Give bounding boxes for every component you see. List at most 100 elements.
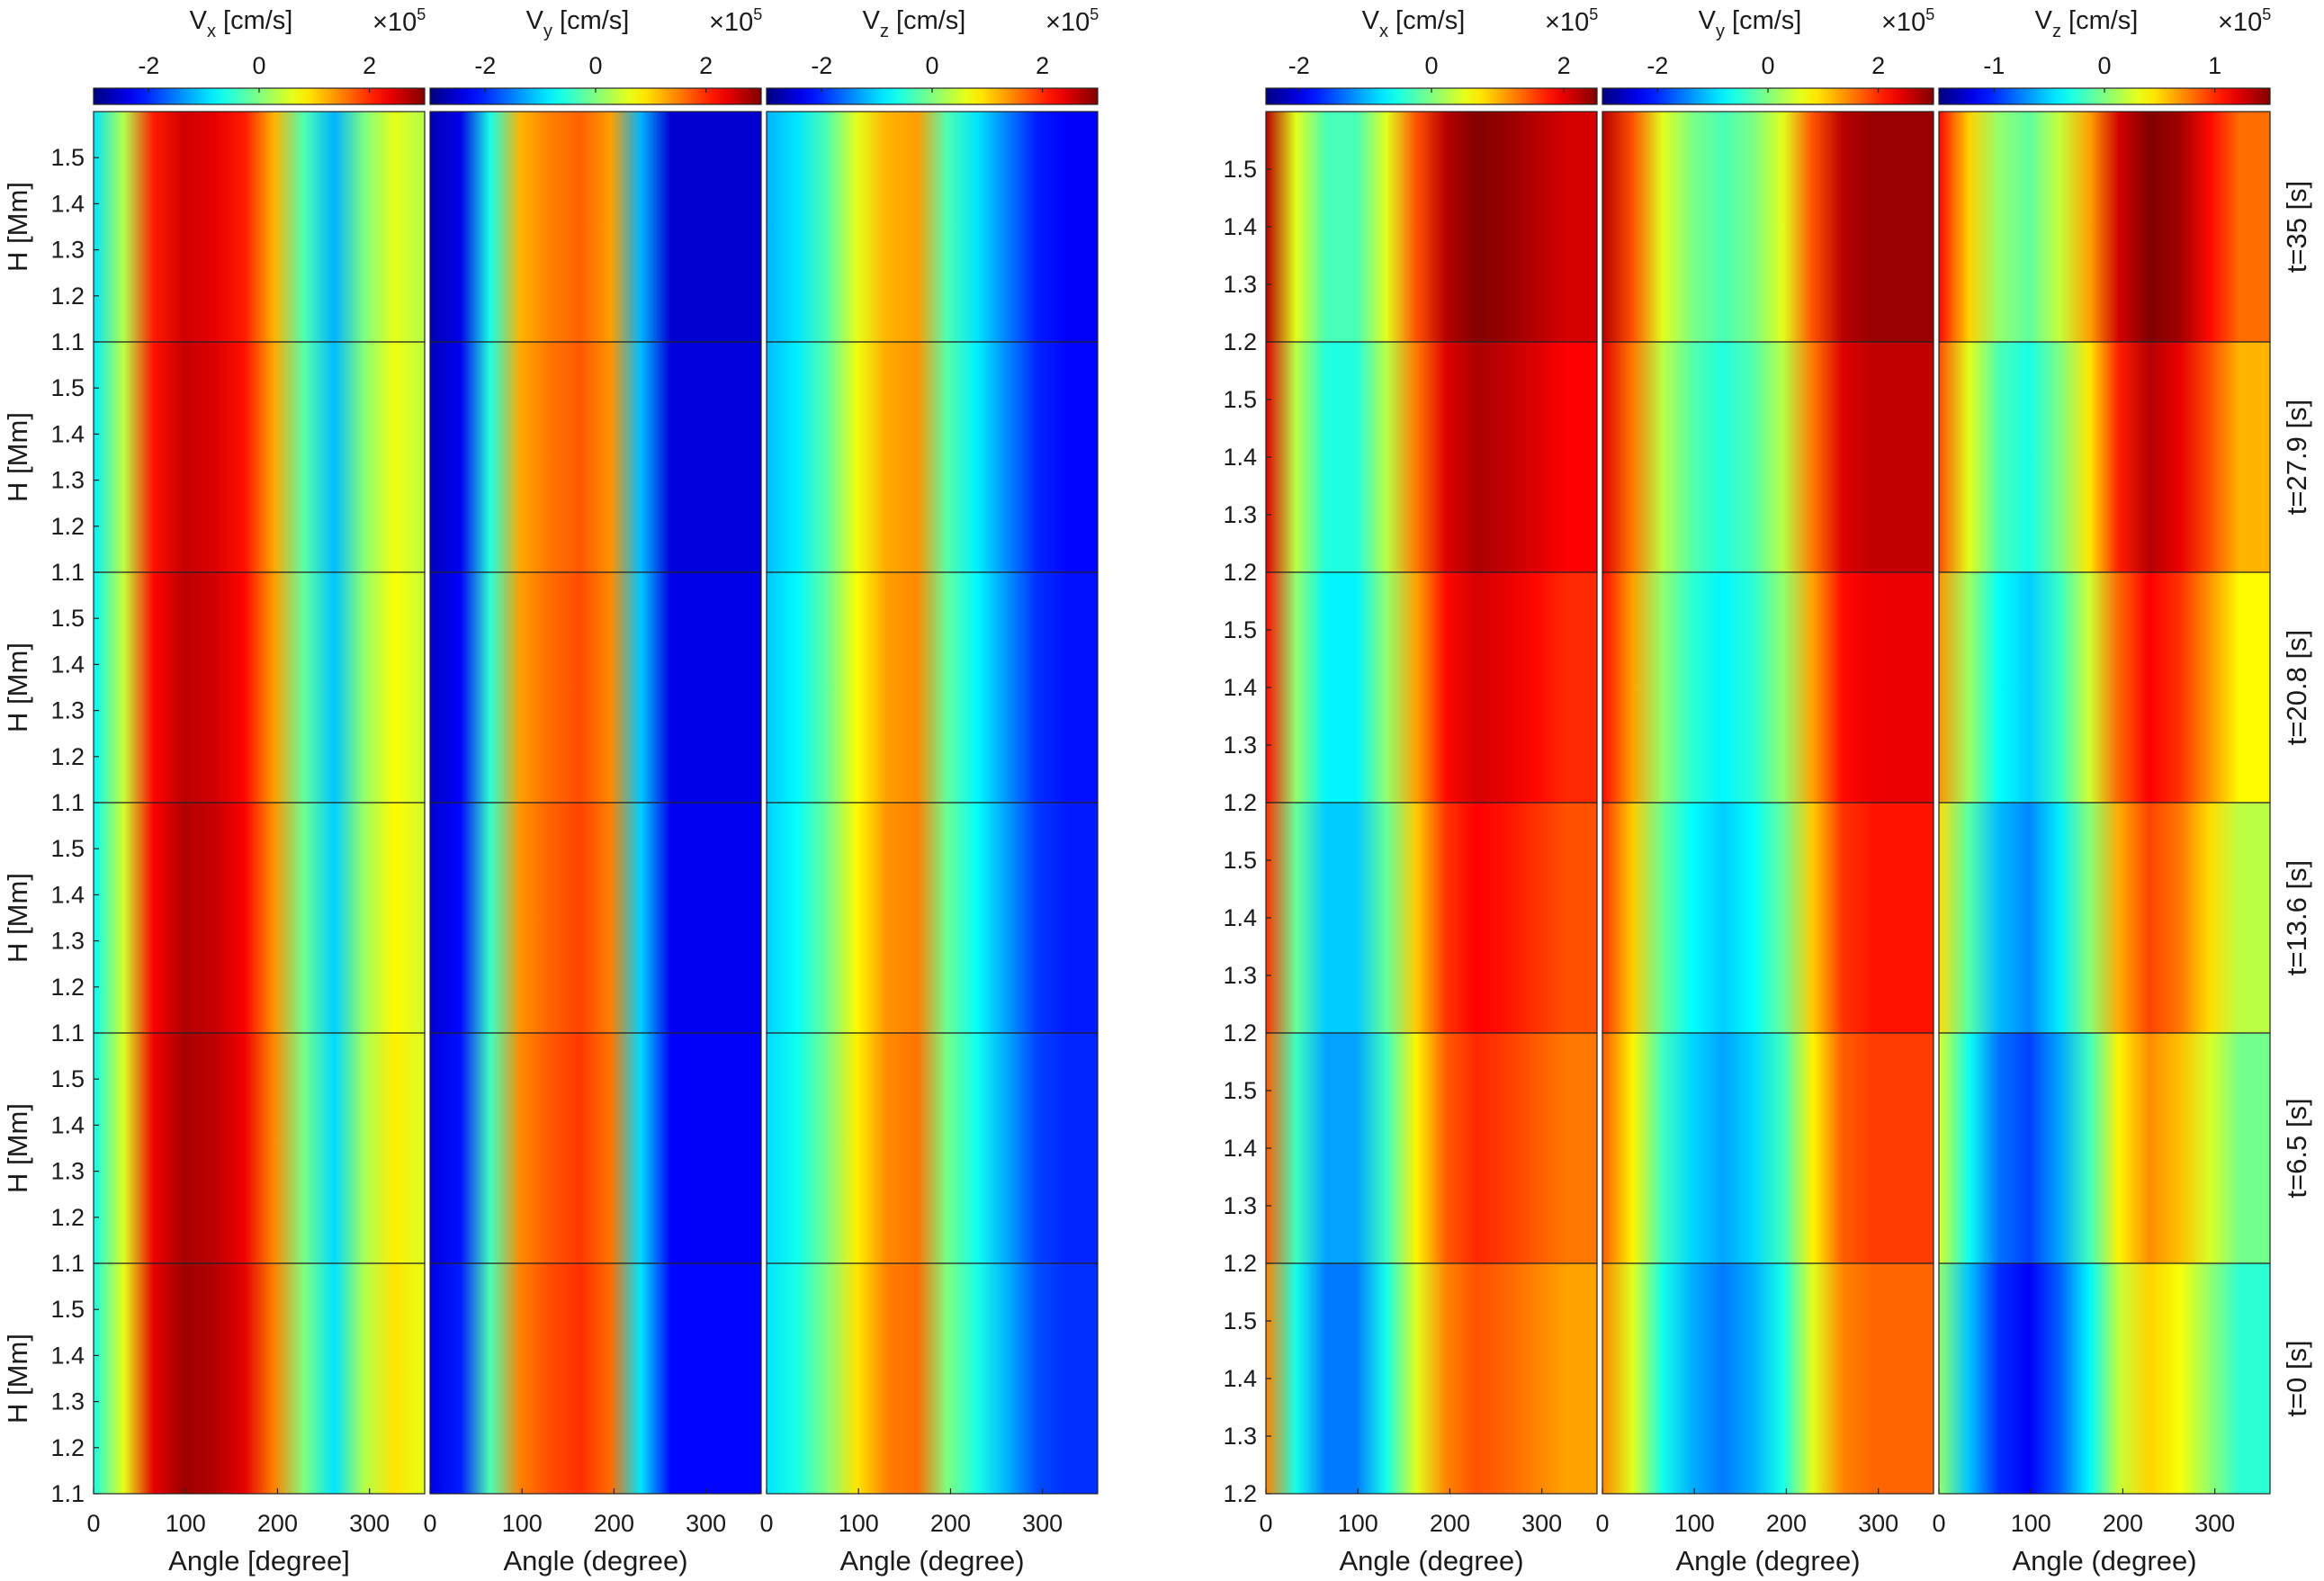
heatmap-panel-left-vx-row1 xyxy=(94,342,425,572)
colorbar-label: Vx [cm/s] xyxy=(1362,6,1466,41)
panel-frame xyxy=(766,1262,1099,1495)
x-tick-label: 200 xyxy=(2103,1510,2143,1537)
heatmap-panel-left-vz-row1 xyxy=(767,342,1098,572)
colorbar-tick: 0 xyxy=(2097,52,2111,79)
y-tick-label: 1.4 xyxy=(50,1111,85,1138)
colorbar-tick: 2 xyxy=(1036,52,1049,79)
y-tick-label: 1.3 xyxy=(1223,732,1257,759)
y-tick-label: 1.2 xyxy=(1223,1480,1257,1507)
colorbar-exponent: ×105 xyxy=(1045,5,1099,37)
y-tick-label: 1.5 xyxy=(1223,1307,1257,1334)
heatmap-panel-left-vx-row3 xyxy=(94,803,425,1033)
y-tick-label: 1.4 xyxy=(1223,1365,1257,1392)
y-tick-label: 1.2 xyxy=(1223,328,1257,355)
x-tick-label: 100 xyxy=(839,1510,879,1537)
y-tick-label: 1.3 xyxy=(1223,271,1257,298)
colorbar-exponent: ×105 xyxy=(372,5,426,37)
x-tick-label: 100 xyxy=(1338,1510,1378,1537)
x-tick-label: 200 xyxy=(594,1510,634,1537)
y-tick-label: 1.5 xyxy=(50,835,85,862)
x-tick-label: 0 xyxy=(86,1510,100,1537)
heatmap-panel-right-vy-row1 xyxy=(1602,342,1934,572)
x-tick-label: 0 xyxy=(1595,1510,1609,1537)
heatmap-panel-right-vz-row4 xyxy=(1939,1033,2270,1263)
heatmap-panel-right-vy-row2 xyxy=(1602,572,1934,803)
x-axis-label: Angle (degree) xyxy=(1339,1545,1523,1577)
panel-frame xyxy=(93,1262,426,1495)
x-tick-label: 100 xyxy=(1674,1510,1715,1537)
colorbar-tick: 2 xyxy=(699,52,713,79)
heatmap-panel-right-vz-row2 xyxy=(1939,572,2270,803)
colorbar-label: Vy [cm/s] xyxy=(1699,6,1802,41)
colorbar-tick: -2 xyxy=(811,52,832,79)
heatmap-panel-right-vx-row5 xyxy=(1266,1263,1597,1494)
colorbar-exponent: ×105 xyxy=(1881,5,1934,37)
y-tick-label: 1.4 xyxy=(50,1342,85,1369)
heatmap-panel-right-vx-row4 xyxy=(1266,1033,1597,1263)
y-tick-label: 1.3 xyxy=(50,1388,85,1415)
y-tick-label: 1.1 xyxy=(50,328,85,355)
panel-frame xyxy=(1602,1262,1934,1495)
y-tick-label: 1.5 xyxy=(50,1296,85,1323)
y-tick-label: 1.2 xyxy=(1223,1250,1257,1277)
y-tick-label: 1.1 xyxy=(50,1020,85,1047)
y-tick-label: 1.5 xyxy=(1223,386,1257,413)
time-label: t=20.8 [s] xyxy=(2281,630,2312,745)
colorbar-tick: 2 xyxy=(1557,52,1571,79)
x-tick-label: 200 xyxy=(1430,1510,1470,1537)
colorbar-tick: -2 xyxy=(1288,52,1310,79)
colorbar-tick: -2 xyxy=(474,52,496,79)
x-tick-label: 300 xyxy=(2194,1510,2235,1537)
colorbar-label: Vx [cm/s] xyxy=(190,6,293,41)
x-axis-label: Angle [degree] xyxy=(168,1545,350,1577)
heatmap-panel-left-vy-row1 xyxy=(430,342,761,572)
colorbar-tick: 0 xyxy=(588,52,602,79)
x-axis-label: Angle (degree) xyxy=(839,1545,1024,1577)
colorbar-exponent: ×105 xyxy=(709,5,762,37)
y-tick-label: 1.2 xyxy=(50,513,85,540)
heatmap-panel-left-vx-row5 xyxy=(94,1263,425,1494)
y-tick-label: 1.2 xyxy=(1223,789,1257,816)
x-tick-label: 100 xyxy=(166,1510,206,1537)
time-label: t=13.6 [s] xyxy=(2281,860,2312,975)
y-tick-label: 1.3 xyxy=(50,237,85,264)
heatmap-panel-right-vx-row1 xyxy=(1266,342,1597,572)
x-axis-label: Angle (degree) xyxy=(2012,1545,2196,1577)
x-tick-label: 0 xyxy=(1259,1510,1272,1537)
heatmap-panel-left-vy-row4 xyxy=(430,1033,761,1263)
time-label: t=35 [s] xyxy=(2281,181,2312,274)
heatmap-panel-right-vx-row2 xyxy=(1266,572,1597,803)
heatmap-panel-right-vy-row4 xyxy=(1602,1033,1934,1263)
y-tick-label: 1.4 xyxy=(50,420,85,447)
y-tick-label: 1.3 xyxy=(1223,501,1257,528)
y-tick-label: 1.2 xyxy=(50,1434,85,1461)
y-axis-label: H [Mm] xyxy=(2,642,33,732)
y-tick-label: 1.4 xyxy=(50,881,85,908)
y-tick-label: 1.5 xyxy=(50,374,85,401)
heatmap-panel-left-vx-row0 xyxy=(94,112,425,342)
y-tick-label: 1.2 xyxy=(50,283,85,310)
heatmap-panel-right-vx-row3 xyxy=(1266,803,1597,1033)
colorbar-exponent: ×105 xyxy=(1545,5,1598,37)
y-tick-label: 1.3 xyxy=(50,697,85,724)
x-axis-label: Angle (degree) xyxy=(503,1545,687,1577)
y-tick-label: 1.4 xyxy=(1223,674,1257,701)
y-tick-label: 1.3 xyxy=(1223,962,1257,989)
heatmap-panel-left-vx-row4 xyxy=(94,1033,425,1263)
y-tick-label: 1.3 xyxy=(1223,1423,1257,1450)
y-tick-label: 1.5 xyxy=(50,144,85,171)
colorbar-tick: 2 xyxy=(1871,52,1885,79)
colorbar-tick: 0 xyxy=(1424,52,1438,79)
x-tick-label: 300 xyxy=(686,1510,726,1537)
x-tick-label: 200 xyxy=(1766,1510,1807,1537)
y-tick-label: 1.2 xyxy=(50,974,85,1001)
x-tick-label: 100 xyxy=(502,1510,543,1537)
colorbar-tick: -2 xyxy=(1647,52,1668,79)
y-tick-label: 1.4 xyxy=(50,651,85,678)
y-tick-label: 1.5 xyxy=(1223,616,1257,643)
colorbars: -2 0 2 Vx [cm/s] ×105 -2 0 2 Vy [cm/s] ×105 -2 0 2 Vz… xyxy=(93,5,2271,105)
y-tick-label: 1.4 xyxy=(1223,444,1257,471)
colorbar-label: Vz [cm/s] xyxy=(863,6,966,41)
y-tick-label: 1.2 xyxy=(1223,1020,1257,1047)
